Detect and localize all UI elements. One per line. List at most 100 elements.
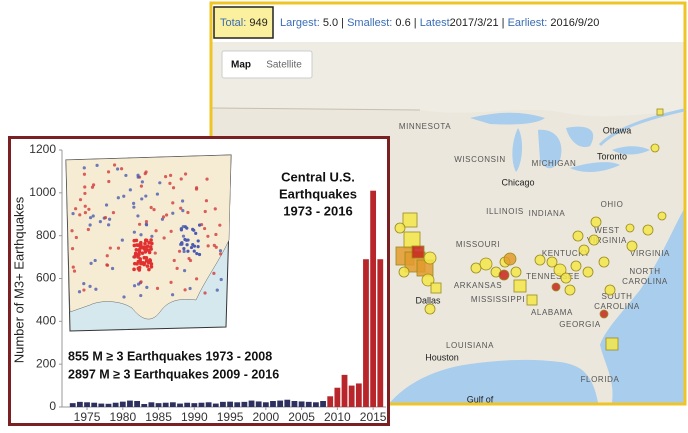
inset-dot — [132, 255, 137, 259]
bar — [313, 402, 319, 407]
inset-dot — [103, 216, 108, 220]
stats-bar — [212, 4, 684, 41]
bar — [76, 401, 83, 407]
map-label: WISCONSIN — [454, 155, 506, 164]
separator: | — [414, 17, 417, 29]
inset-dot — [70, 247, 75, 251]
inset-dot — [186, 210, 190, 215]
inset-dot — [140, 197, 144, 201]
x-tick-label: 2015 — [360, 410, 387, 424]
inset-dot — [153, 251, 157, 255]
bar — [370, 190, 377, 407]
inset-dot — [204, 199, 209, 203]
inset-dot — [191, 227, 195, 231]
bar — [155, 403, 162, 407]
inset-dot — [169, 280, 173, 284]
earthquake-circle — [503, 252, 517, 266]
earthquake-square — [526, 294, 538, 306]
map-label: INDIANA — [529, 209, 566, 218]
earthquake-circle — [546, 256, 558, 268]
inset-dot — [144, 223, 149, 227]
gulf — [390, 359, 598, 403]
earthquake-markers — [394, 108, 667, 351]
inset-dot — [110, 266, 115, 271]
inset-dot — [116, 246, 121, 250]
map-button[interactable]: Map — [231, 60, 251, 71]
earthquake-circle — [498, 269, 510, 281]
inset-dot — [138, 222, 142, 226]
inset-dot — [86, 227, 90, 232]
map-label: MINNESOTA — [399, 122, 451, 131]
inset-dot — [83, 191, 87, 196]
inset-dot — [194, 231, 198, 235]
separator: | — [502, 17, 505, 29]
inset-dot — [104, 203, 109, 207]
earthquake-circle — [424, 303, 436, 315]
inset-dot — [140, 251, 145, 256]
map-label: MISSISSIPPI — [471, 295, 525, 304]
bar — [277, 400, 284, 407]
inset-dot — [134, 243, 139, 247]
inset-dot — [140, 180, 144, 184]
inset-dot — [219, 277, 223, 282]
bar — [320, 401, 326, 407]
largest-label: Largest: — [280, 17, 320, 29]
inset-dot — [106, 170, 111, 174]
bar — [334, 387, 341, 407]
atlantic — [600, 210, 684, 403]
smallest-value: 0.6 — [395, 17, 410, 29]
inset-dot — [82, 172, 87, 176]
earthquake-circle — [578, 244, 590, 256]
inset-dot — [212, 271, 216, 275]
inset-dot — [83, 185, 87, 189]
inset-dot — [139, 233, 143, 237]
bar — [355, 383, 362, 407]
canada — [212, 42, 684, 117]
total: Total: 949 — [220, 17, 268, 29]
inset-dot — [185, 243, 189, 247]
earthquake-circle — [572, 230, 584, 242]
x-tick-label: 1995 — [217, 410, 244, 424]
inset-dot — [120, 238, 124, 242]
y-tick-label: 800 — [36, 228, 56, 242]
satellite-button[interactable]: Satellite — [266, 60, 302, 71]
bar — [305, 401, 312, 407]
inset-dot — [195, 277, 199, 281]
map-type-control — [221, 50, 313, 79]
map-label: ARKANSAS — [454, 281, 502, 290]
bar — [212, 403, 219, 407]
inset-dot — [142, 247, 146, 251]
inset-dot — [147, 260, 151, 265]
inset-dot — [196, 239, 200, 243]
bar — [105, 403, 112, 407]
total-label: Total: — [220, 17, 246, 29]
inset-dot — [82, 282, 86, 286]
earthquake-circle — [394, 222, 406, 234]
map-label: Houston — [425, 352, 459, 362]
inset-dot — [205, 177, 209, 181]
inset-dot — [169, 229, 173, 233]
inset-dot — [169, 173, 173, 177]
inset-dot — [91, 214, 95, 218]
inset-dot — [132, 284, 137, 288]
x-tick-label: 1980 — [109, 410, 136, 424]
inset-dot — [172, 258, 176, 263]
inset-dot — [138, 245, 143, 250]
bar — [148, 402, 155, 407]
inset-dot — [107, 179, 111, 184]
inset-dot — [116, 196, 120, 200]
inset-dot — [137, 265, 142, 270]
bar — [205, 402, 212, 407]
inset-dot — [139, 293, 143, 298]
earthquake-circle — [479, 257, 493, 271]
earthquake-circle — [564, 284, 576, 296]
earthquake-circle — [423, 251, 437, 265]
latest-value: 2017/3/21 — [450, 17, 499, 29]
bar — [377, 259, 384, 407]
latest-label: Latest — [420, 17, 450, 29]
inset-dot — [179, 206, 183, 210]
inset-dot — [124, 173, 128, 178]
inset-dot — [155, 286, 160, 290]
inset-dot — [144, 256, 149, 260]
inset-dot — [149, 265, 154, 269]
